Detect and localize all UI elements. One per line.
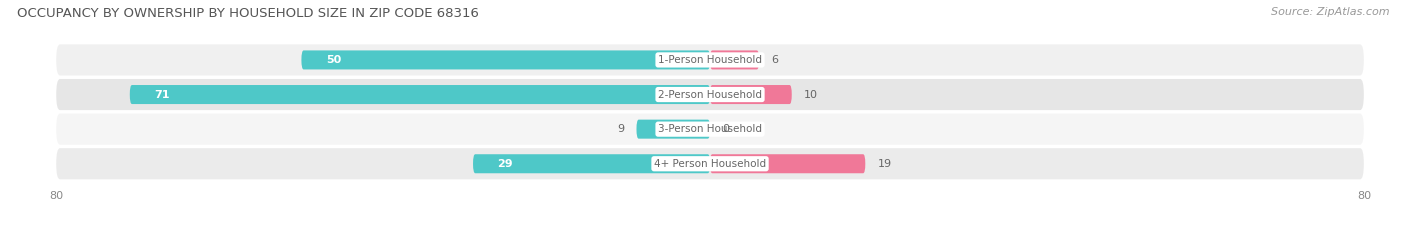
FancyBboxPatch shape: [56, 79, 1364, 110]
FancyBboxPatch shape: [710, 85, 792, 104]
FancyBboxPatch shape: [129, 85, 710, 104]
Text: 10: 10: [804, 89, 818, 99]
Text: 9: 9: [617, 124, 624, 134]
Text: Source: ZipAtlas.com: Source: ZipAtlas.com: [1271, 7, 1389, 17]
FancyBboxPatch shape: [710, 50, 759, 69]
Text: 50: 50: [326, 55, 342, 65]
FancyBboxPatch shape: [301, 50, 710, 69]
FancyBboxPatch shape: [637, 120, 710, 139]
FancyBboxPatch shape: [710, 154, 865, 173]
Text: OCCUPANCY BY OWNERSHIP BY HOUSEHOLD SIZE IN ZIP CODE 68316: OCCUPANCY BY OWNERSHIP BY HOUSEHOLD SIZE…: [17, 7, 479, 20]
Text: 71: 71: [155, 89, 170, 99]
FancyBboxPatch shape: [56, 44, 1364, 75]
Text: 3-Person Household: 3-Person Household: [658, 124, 762, 134]
FancyBboxPatch shape: [472, 154, 710, 173]
Text: 4+ Person Household: 4+ Person Household: [654, 159, 766, 169]
FancyBboxPatch shape: [56, 148, 1364, 179]
Text: 29: 29: [498, 159, 513, 169]
Text: 6: 6: [772, 55, 779, 65]
Text: 0: 0: [723, 124, 730, 134]
Legend: Owner-occupied, Renter-occupied: Owner-occupied, Renter-occupied: [592, 230, 828, 233]
FancyBboxPatch shape: [56, 113, 1364, 145]
Text: 2-Person Household: 2-Person Household: [658, 89, 762, 99]
Text: 1-Person Household: 1-Person Household: [658, 55, 762, 65]
Text: 19: 19: [877, 159, 891, 169]
